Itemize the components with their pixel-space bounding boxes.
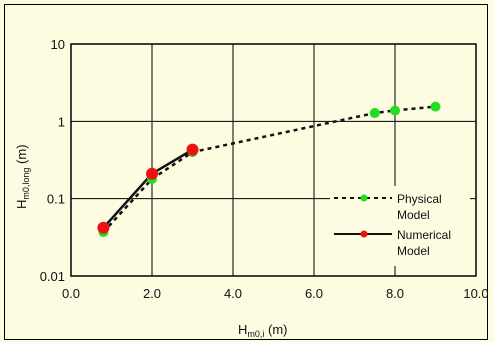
legend-physical-marker: [360, 194, 368, 202]
legend-numerical-marker: [360, 230, 368, 238]
y-tick-label: 0.01: [40, 269, 65, 284]
x-axis-label-unit: (m): [264, 322, 287, 337]
x-tick-label: 6.0: [305, 286, 323, 301]
x-axis-label: Hm0,i (m): [238, 322, 288, 339]
x-axis-label-main: H: [238, 322, 247, 337]
x-tick-label: 0.0: [62, 286, 80, 301]
series-0-point: [390, 105, 400, 116]
y-axis-label-sub: m0,long: [21, 168, 31, 200]
series-1-point: [186, 143, 199, 156]
legend: Physical Model Numerical Model: [330, 186, 470, 266]
x-tick-label: 4.0: [224, 286, 242, 301]
y-axis-label-unit: (m): [14, 144, 29, 167]
plot-border: [70, 43, 477, 277]
series-0-point: [430, 101, 441, 112]
x-tick-labels: 0.0 2.0 4.0 6.0 8.0 10.0: [62, 286, 489, 301]
x-axis-label-sub: m0,i: [247, 329, 264, 339]
series-points: [97, 101, 441, 238]
legend-physical-label-1: Physical: [397, 192, 442, 206]
legend-numerical-label-2: Model: [397, 244, 430, 258]
y-axis-label-main: H: [14, 200, 29, 209]
series-0-point: [369, 108, 380, 119]
series-1-point: [146, 167, 158, 180]
y-tick-label: 0.1: [47, 192, 65, 207]
y-tick-label: 1: [58, 114, 65, 129]
x-tick-label: 2.0: [143, 286, 161, 301]
y-axis-label: Hm0,long (m): [14, 144, 31, 209]
series-1-point: [97, 221, 110, 234]
y-tick-labels: 0.01 0.1 1 10: [40, 37, 65, 284]
legend-physical-label-2: Model: [397, 208, 430, 222]
x-tick-label: 8.0: [386, 286, 404, 301]
legend-background: [330, 186, 470, 266]
x-tick-label: 10.0: [463, 286, 488, 301]
legend-numerical-label-1: Numerical: [397, 228, 451, 242]
y-tick-label: 10: [51, 37, 65, 52]
